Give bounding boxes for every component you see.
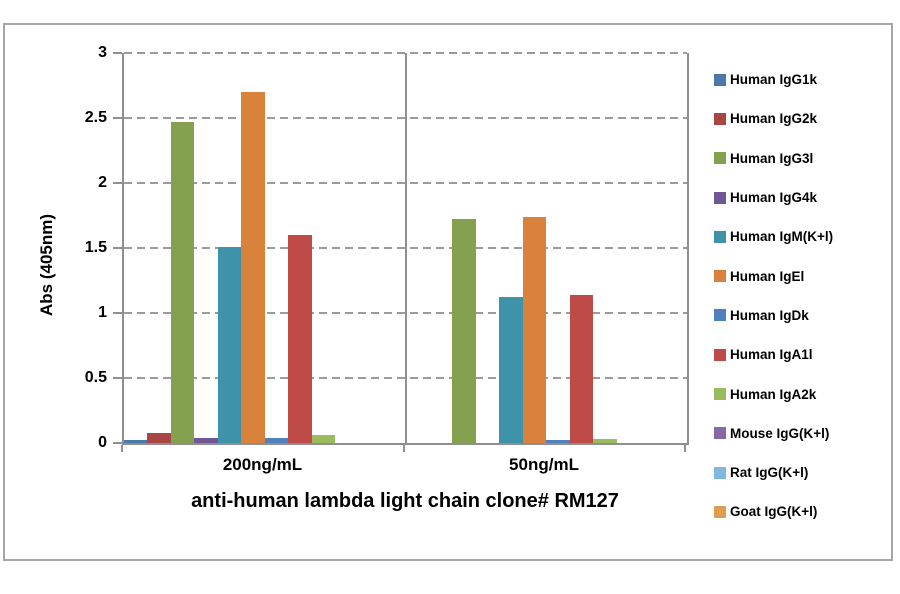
- legend-item: Human IgG3l: [714, 139, 889, 178]
- legend-label: Human IgEl: [730, 268, 805, 284]
- legend-label: Rat IgG(K+l): [730, 465, 809, 481]
- legend-swatch-icon: [714, 191, 726, 204]
- legend-item: Human IgG2k: [714, 99, 889, 138]
- y-tick-label: 0: [98, 434, 107, 451]
- y-tick: [113, 117, 122, 119]
- bar-human-igdk: [264, 437, 289, 443]
- bar-human-igg2k: [147, 432, 171, 443]
- bar-group-200ng/mL: [124, 53, 406, 443]
- y-tick: [113, 312, 122, 314]
- bar-human-igg4k: [194, 437, 218, 443]
- y-tick: [113, 247, 122, 249]
- bar-human-igm-k-l-: [217, 246, 242, 443]
- legend-label: Human IgM(K+l): [730, 229, 834, 245]
- y-tick: [113, 377, 122, 379]
- legend-item: Human IgA1l: [714, 335, 889, 374]
- legend-item: Human IgDk: [714, 296, 889, 335]
- x-category-label-50: 50ng/mL: [509, 455, 579, 474]
- legend-item: Goat IgG(K+l): [714, 492, 889, 531]
- legend-item: Human IgM(K+l): [714, 217, 889, 256]
- legend-label: Human IgG4k: [730, 190, 818, 206]
- legend-item: Rat IgG(K+l): [714, 453, 889, 492]
- y-tick: [113, 182, 122, 184]
- legend-item: Human IgEl: [714, 256, 889, 295]
- legend-swatch-icon: [714, 348, 726, 361]
- legend-label: Human IgG3l: [730, 150, 814, 166]
- x-tick: [402, 445, 405, 452]
- legend-swatch-icon: [714, 505, 726, 518]
- y-tick: [113, 52, 122, 54]
- legend-label: Human IgG2k: [730, 111, 818, 127]
- y-tick-label: 1.5: [84, 239, 107, 256]
- bar-human-igdk: [546, 440, 570, 443]
- bar-human-igel: [241, 92, 265, 443]
- legend-swatch-icon: [714, 112, 726, 125]
- bar-human-igg3l: [170, 121, 195, 443]
- y-tick: [113, 442, 122, 444]
- legend-swatch-icon: [714, 152, 726, 165]
- legend-label: Human IgA2k: [730, 386, 817, 402]
- legend-label: Goat IgG(K+l): [730, 504, 818, 520]
- legend-label: Human IgG1k: [730, 72, 818, 88]
- legend-swatch-icon: [714, 466, 726, 479]
- legend-swatch-icon: [714, 73, 726, 86]
- legend-label: Human IgA1l: [730, 347, 813, 363]
- y-tick-label: 3: [98, 44, 107, 61]
- legend-swatch-icon: [714, 427, 726, 440]
- legend-item: Human IgG4k: [714, 178, 889, 217]
- legend: Human IgG1k Human IgG2k Human IgG3l Human I…: [714, 60, 889, 532]
- legend-item: Human IgG1k: [714, 60, 889, 99]
- y-tick-label: 1: [98, 304, 107, 321]
- bar-human-igel: [522, 216, 547, 443]
- y-axis-title: Abs (405nm): [37, 213, 56, 317]
- bar-human-iga2k: [311, 435, 336, 443]
- legend-label: Mouse IgG(K+l): [730, 425, 830, 441]
- bar-human-iga1l: [569, 294, 594, 443]
- bar-human-igg1k: [124, 440, 148, 443]
- bar-human-iga1l: [288, 235, 312, 443]
- legend-swatch-icon: [714, 388, 726, 401]
- legend-label: Human IgDk: [730, 307, 809, 323]
- legend-swatch-icon: [714, 309, 726, 322]
- legend-swatch-icon: [714, 270, 726, 283]
- plot-area: [122, 52, 689, 445]
- x-tick: [684, 445, 686, 452]
- y-tick-label: 2: [98, 174, 107, 191]
- bar-group-50ng/mL: [406, 53, 688, 443]
- x-category-label-200: 200ng/mL: [222, 455, 303, 474]
- bar-human-igm-k-l-: [499, 297, 523, 443]
- legend-item: Mouse IgG(K+l): [714, 414, 889, 453]
- legend-item: Human IgA2k: [714, 374, 889, 413]
- legend-swatch-icon: [714, 230, 726, 243]
- y-tick-label: 2.5: [84, 109, 107, 126]
- x-tick: [121, 445, 123, 452]
- bar-human-iga2k: [593, 439, 617, 443]
- chart-title: anti-human lambda light chain clone# RM1…: [191, 490, 619, 512]
- bar-human-igg3l: [452, 219, 476, 443]
- chart-frame: Abs (405nm) 0 0.5 1 1.5 2 2.5 3 200ng/mL 50ng/…: [3, 23, 893, 561]
- y-tick-label: 0.5: [84, 369, 107, 386]
- category-divider-line: [404, 53, 407, 443]
